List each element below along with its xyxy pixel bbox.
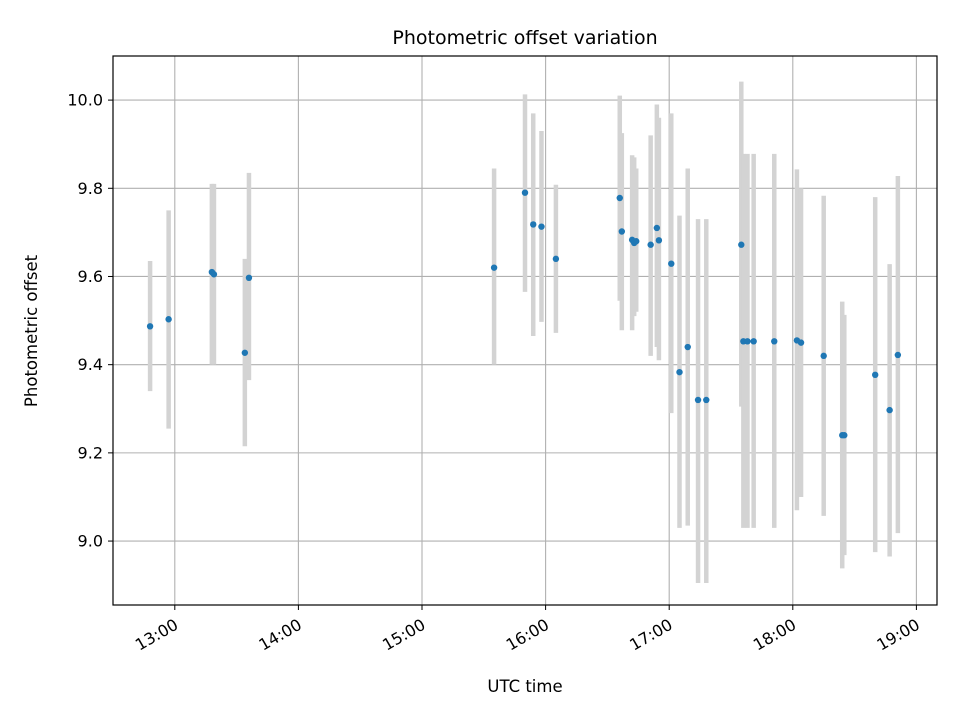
data-point: [521, 189, 529, 196]
data-point: [633, 238, 640, 245]
data-point: [530, 221, 537, 228]
data-point: [210, 271, 218, 278]
data-point: [738, 241, 745, 248]
x-axis-label: UTC time: [487, 677, 562, 696]
data-point: [653, 224, 661, 232]
chart-title: Photometric offset variation: [392, 27, 657, 49]
data-point: [655, 237, 663, 244]
data-points: [146, 189, 902, 439]
data-point: [694, 396, 702, 404]
y-tick-label: 9.0: [78, 532, 103, 551]
plot-frame: [112, 55, 938, 606]
data-point: [744, 338, 751, 345]
data-point: [886, 406, 893, 414]
y-tick-label: 9.6: [78, 267, 103, 286]
data-point: [490, 264, 498, 271]
data-point: [538, 223, 545, 230]
data-point: [616, 194, 623, 202]
data-point: [146, 323, 154, 330]
data-point: [841, 432, 848, 439]
data-point: [703, 396, 710, 404]
data-point: [771, 338, 778, 345]
y-tick-label: 9.2: [78, 443, 103, 462]
data-point: [618, 228, 626, 235]
data-point: [872, 371, 879, 379]
data-point: [647, 241, 654, 248]
y-tick-label: 9.8: [78, 179, 103, 198]
data-point: [820, 352, 827, 360]
data-point: [241, 349, 249, 356]
y-axis-ticks: 9.0 9.2 9.4 9.6 9.8 10.0: [67, 91, 113, 551]
data-point: [668, 260, 675, 267]
y-axis-label: Photometric offset: [22, 254, 41, 407]
data-point: [797, 339, 805, 346]
data-point: [165, 316, 172, 323]
data-point: [894, 351, 902, 359]
data-point: [684, 343, 691, 351]
data-point: [750, 338, 757, 345]
data-point: [676, 368, 683, 376]
y-tick-label: 10.0: [67, 91, 103, 110]
data-point: [245, 274, 253, 282]
data-point: [552, 255, 560, 263]
y-tick-label: 9.4: [78, 355, 103, 374]
